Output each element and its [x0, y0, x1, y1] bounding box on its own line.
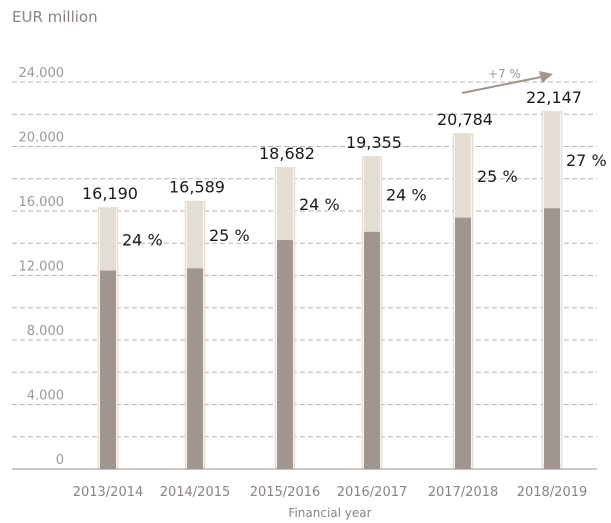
growth-label: +7 % — [488, 67, 521, 81]
bar-segment-upper — [455, 133, 471, 218]
x-tick-label: 2017/2018 — [428, 485, 499, 500]
unit-label: EUR million — [12, 8, 98, 26]
total-label: 16,190 — [82, 184, 138, 203]
total-label: 20,784 — [437, 110, 493, 129]
bar-segment-upper — [277, 167, 293, 241]
y-tick-label: 4.000 — [27, 389, 64, 404]
x-tick-label: 2015/2016 — [250, 485, 321, 500]
bar-segment-lower — [364, 231, 380, 469]
x-axis-tick-labels: 2013/2014 2014/2015 2015/2016 2016/2017 2017… — [73, 485, 588, 500]
bar-segment-lower — [455, 217, 471, 469]
share-label: 27 % — [566, 151, 607, 170]
x-axis-title: Financial year — [288, 506, 371, 520]
total-label: 22,147 — [526, 88, 582, 107]
share-label: 25 % — [477, 167, 518, 186]
share-label: 25 % — [209, 226, 250, 245]
bar-segment-upper — [100, 207, 116, 271]
bar-segment-lower — [544, 208, 560, 469]
bars — [97, 111, 563, 470]
bar-segment-lower — [187, 268, 203, 469]
growth-arrowhead — [539, 71, 553, 83]
y-axis-tick-labels: 0 4.000 8.000 12.000 16.000 20.000 24.000 — [19, 66, 65, 468]
y-tick-label: 24.000 — [19, 66, 65, 81]
growth-annotation: +7 % — [461, 67, 553, 94]
x-tick-label: 2013/2014 — [73, 485, 144, 500]
y-tick-label: 20.000 — [19, 131, 65, 146]
share-label: 24 % — [122, 230, 163, 249]
x-tick-label: 2016/2017 — [337, 485, 408, 500]
bar-segment-upper — [364, 156, 380, 232]
bar-segment-lower — [277, 240, 293, 469]
bar-segment-lower — [100, 270, 116, 469]
share-labels: 24 % 25 % 24 % 24 % 25 % 27 % — [122, 151, 607, 249]
y-tick-label: 8.000 — [27, 324, 64, 339]
y-tick-label: 0 — [56, 453, 64, 468]
x-tick-label: 2014/2015 — [160, 485, 231, 500]
y-tick-label: 12.000 — [19, 260, 65, 275]
bar-segment-upper — [187, 201, 203, 269]
y-tick-label: 16.000 — [19, 195, 65, 210]
bar-segment-upper — [544, 111, 560, 209]
x-tick-label: 2018/2019 — [517, 485, 588, 500]
total-label: 16,589 — [169, 178, 225, 197]
total-label: 18,682 — [259, 144, 315, 163]
total-label: 19,355 — [346, 133, 402, 152]
share-label: 24 % — [386, 185, 427, 204]
total-labels: 16,190 16,589 18,682 19,355 20,784 22,147 — [82, 88, 582, 203]
share-label: 24 % — [299, 195, 340, 214]
growth-arrow — [461, 76, 542, 94]
